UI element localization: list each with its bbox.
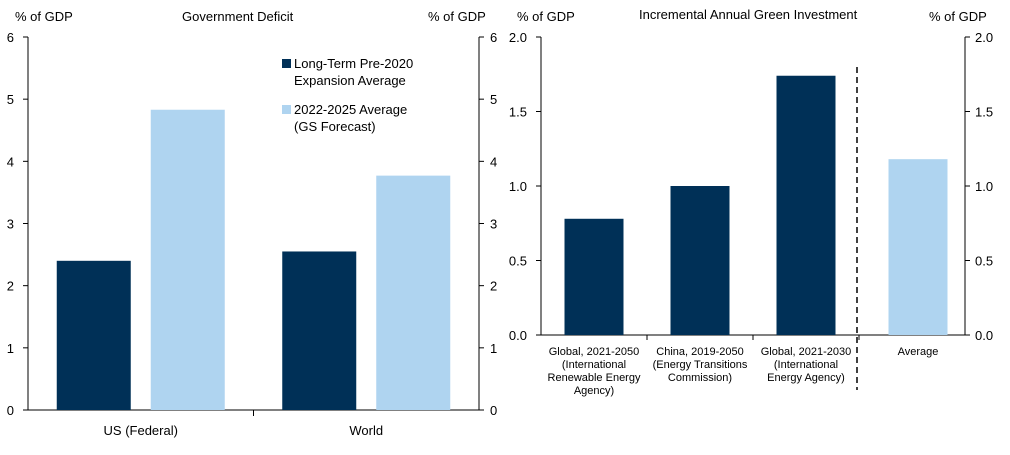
x-tick-label: Global, 2021-2050 (549, 346, 640, 358)
y-tick-label-left: 1.0 (509, 179, 527, 194)
legend-entry: (GS Forecast) (294, 119, 376, 134)
x-tick-label: (International (562, 359, 626, 371)
y-tick-label-right: 4 (490, 154, 497, 169)
y-tick-label-left: 3 (7, 217, 14, 232)
y-tick-label-right: 1.0 (975, 179, 993, 194)
bar-estimate (564, 218, 624, 335)
y-tick-label-right: 1.5 (975, 105, 993, 120)
y-tick-label-left: 2.0 (509, 30, 527, 45)
x-tick-label: Commission) (668, 372, 732, 384)
y-tick-label-right: 3 (490, 217, 497, 232)
bar-forecast-2022-2025 (150, 109, 225, 411)
chart-title: Incremental Annual Green Investment (639, 7, 858, 22)
x-tick-label: Global, 2021-2030 (761, 346, 852, 358)
y-tick-label-right: 6 (490, 30, 497, 45)
y-tick-label-left: 1 (7, 341, 14, 356)
x-tick-label: (International (774, 359, 838, 371)
legend-swatch (282, 59, 291, 68)
y-tick-label-left: 0.0 (509, 328, 527, 343)
chart-title: Government Deficit (182, 9, 294, 24)
bar-estimate (670, 186, 730, 335)
y-tick-label-left: 4 (7, 154, 14, 169)
x-tick-label: Average (898, 346, 939, 358)
y-tick-label-left: 0.5 (509, 254, 527, 269)
legend-entry: Expansion Average (294, 73, 406, 88)
x-tick-label: US (Federal) (104, 423, 178, 438)
bar-forecast-2022-2025 (376, 175, 451, 410)
y-tick-label-left: 5 (7, 92, 14, 107)
legend-entry: 2022-2025 Average (294, 102, 407, 117)
y-axis-label-left: % of GDP (517, 9, 575, 24)
y-axis-label-left: % of GDP (15, 9, 73, 24)
y-tick-label-right: 0.5 (975, 254, 993, 269)
x-tick-label: Agency) (574, 385, 614, 397)
green-investment-chart: % of GDP Incremental Annual Green Investm… (509, 7, 993, 397)
x-tick-label: Renewable Energy (548, 372, 641, 384)
y-tick-label-right: 2.0 (975, 30, 993, 45)
bar-pre-2020-average (282, 251, 357, 410)
y-tick-label-right: 5 (490, 92, 497, 107)
x-tick-label: (Energy Transitions (653, 359, 748, 371)
y-tick-label-right: 1 (490, 341, 497, 356)
y-tick-label-right: 0 (490, 403, 497, 418)
bar-estimate (776, 75, 836, 336)
x-tick-label: Energy Agency) (767, 372, 845, 384)
y-axis-label-right: % of GDP (428, 9, 486, 24)
x-tick-label: China, 2019-2050 (656, 346, 743, 358)
bar-average (888, 159, 948, 335)
y-tick-label-left: 2 (7, 279, 14, 294)
y-tick-label-left: 1.5 (509, 105, 527, 120)
y-tick-label-right: 2 (490, 279, 497, 294)
government-deficit-chart: % of GDP Government Deficit % of GDP 0 0 1 1 2 2… (7, 9, 497, 438)
legend-swatch (282, 105, 291, 114)
y-tick-label-left: 0 (7, 403, 14, 418)
x-tick-label: World (349, 423, 383, 438)
legend-entry: Long-Term Pre-2020 (294, 56, 413, 71)
y-tick-label-right: 0.0 (975, 328, 993, 343)
y-tick-label-left: 6 (7, 30, 14, 45)
bar-pre-2020-average (56, 260, 131, 410)
y-axis-label-right: % of GDP (929, 9, 987, 24)
